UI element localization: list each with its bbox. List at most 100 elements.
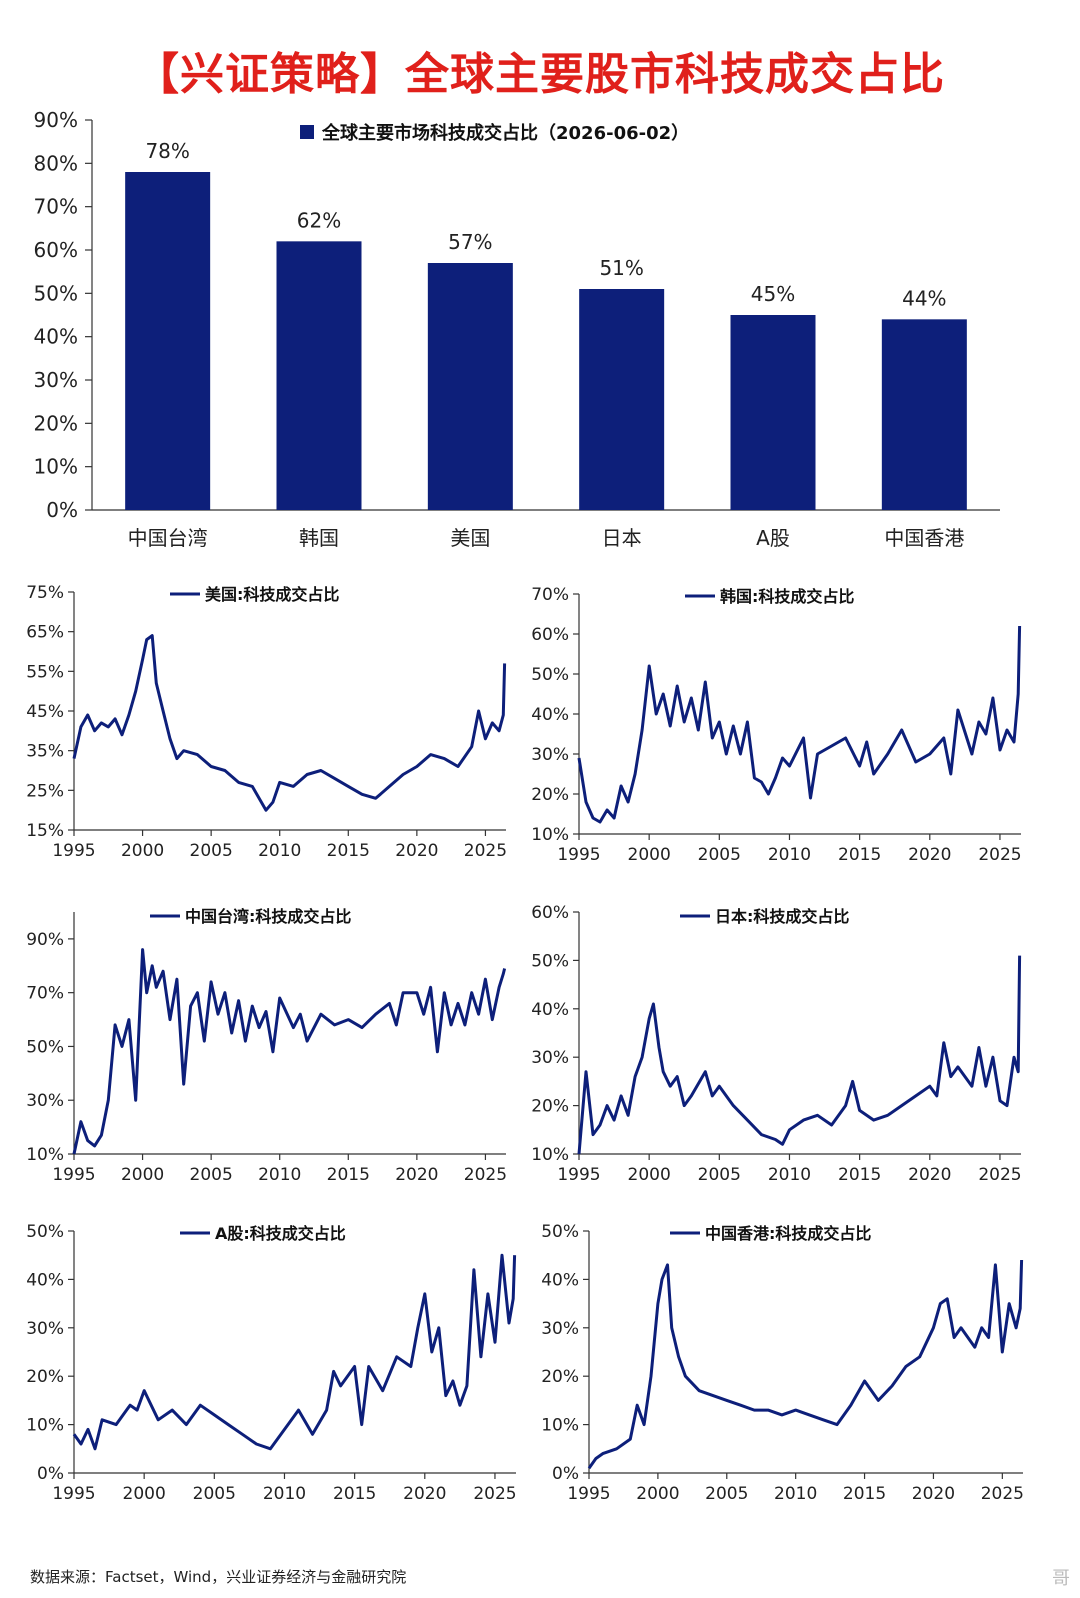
legend-label: 全球主要市场科技成交占比（2026-06-02） <box>321 122 689 144</box>
y-tick-label: 60% <box>34 238 78 262</box>
y-tick-label: 70% <box>26 984 64 1004</box>
y-tick-label: 90% <box>34 108 78 132</box>
y-tick-label: 30% <box>26 1091 64 1111</box>
x-tick-label: 2010 <box>263 1484 306 1504</box>
bar <box>881 319 967 510</box>
y-tick-label: 50% <box>531 951 569 971</box>
y-tick-label: 40% <box>531 1000 569 1020</box>
x-tick-label: 中国香港 <box>884 526 964 550</box>
page-title: 【兴证策略】全球主要股市科技成交占比 <box>135 49 945 100</box>
x-tick-label: 2025 <box>978 1165 1021 1185</box>
y-tick-label: 30% <box>531 745 569 765</box>
x-tick-label: 2020 <box>395 1165 438 1185</box>
x-tick-label: 2015 <box>843 1484 886 1504</box>
x-tick-label: 日本 <box>602 526 642 550</box>
watermark: 哥 <box>1052 1568 1070 1589</box>
y-tick-label: 30% <box>531 1048 569 1068</box>
y-tick-label: 35% <box>26 742 64 762</box>
y-tick-label: 80% <box>34 151 78 175</box>
bar <box>579 289 665 510</box>
y-tick-label: 10% <box>26 1416 64 1436</box>
legend-label: 中国香港:科技成交占比 <box>705 1224 871 1243</box>
y-tick-label: 55% <box>26 662 64 682</box>
line-chart-taiwan: 10% 30% 50% 70% 90% 1995 2000 2005 2010 2015 2020 2… <box>26 907 507 1185</box>
data-source-note: 数据来源：Factset，Wind，兴业证券经济与金融研究院 <box>30 1568 407 1586</box>
line-chart-hong-kong: 0% 10% 20% 30% 40% 50% 1995 2000 2005 2010 2015 202… <box>541 1222 1024 1504</box>
y-tick-label: 70% <box>34 195 78 219</box>
bar <box>276 241 362 511</box>
line-chart-a-shares: 0% 10% 20% 30% 40% 50% 1995 2000 2005 2010 2015 202… <box>26 1222 517 1504</box>
x-tick-label: 2005 <box>190 1165 233 1185</box>
y-tick-label: 50% <box>541 1222 579 1242</box>
x-tick-label: 1995 <box>557 1165 600 1185</box>
y-tick-label: 65% <box>26 623 64 643</box>
y-tick-label: 45% <box>26 702 64 722</box>
y-tick-label: 75% <box>26 583 64 603</box>
y-tick-label: 60% <box>531 903 569 923</box>
y-tick-label: 30% <box>26 1319 64 1339</box>
x-tick-label: 2005 <box>193 1484 236 1504</box>
y-tick-label: 30% <box>34 368 78 392</box>
x-tick-label: 2020 <box>395 841 438 861</box>
y-tick-label: 20% <box>26 1367 64 1387</box>
y-tick-label: 50% <box>34 281 78 305</box>
x-tick-label: 1995 <box>52 1484 95 1504</box>
y-tick-label: 40% <box>541 1270 579 1290</box>
y-tick-label: 0% <box>46 498 78 522</box>
legend-label: 中国台湾:科技成交占比 <box>185 907 351 926</box>
y-tick-label: 30% <box>541 1319 579 1339</box>
bar <box>427 263 513 510</box>
x-tick-label: 2015 <box>327 841 370 861</box>
x-tick-label: 2025 <box>473 1484 516 1504</box>
bar-value-label: 78% <box>145 139 189 163</box>
series-line <box>577 955 1022 1155</box>
x-tick-label: 2010 <box>768 1165 811 1185</box>
x-tick-label: 2005 <box>698 1165 741 1185</box>
y-tick-label: 25% <box>26 781 64 801</box>
bar-chart: 0% 10% 20% 30% 40% 50% 60% 70% 80% 90% 78% 中国台湾 62% 韩… <box>34 108 1000 550</box>
legend-swatch <box>300 125 314 139</box>
y-tick-label: 60% <box>531 625 569 645</box>
y-tick-label: 20% <box>531 1097 569 1117</box>
y-tick-label: 70% <box>531 585 569 605</box>
bar-value-label: 62% <box>297 208 341 232</box>
y-tick-label: 0% <box>37 1464 64 1484</box>
series-line <box>72 1253 517 1451</box>
x-tick-label: 2025 <box>464 841 507 861</box>
bar-value-label: 45% <box>751 282 795 306</box>
x-tick-label: 2005 <box>698 845 741 865</box>
x-tick-label: 美国 <box>450 526 490 550</box>
series-line <box>72 948 507 1155</box>
x-tick-label: 2025 <box>978 845 1021 865</box>
x-tick-label: 2010 <box>768 845 811 865</box>
x-tick-label: 2010 <box>258 841 301 861</box>
y-tick-label: 40% <box>531 705 569 725</box>
y-tick-label: 20% <box>34 411 78 435</box>
bar-value-label: 51% <box>599 256 643 280</box>
x-tick-label: A股 <box>756 526 790 550</box>
x-tick-label: 1995 <box>567 1484 610 1504</box>
bar <box>730 315 816 510</box>
x-tick-label: 1995 <box>52 1165 95 1185</box>
x-tick-label: 2005 <box>705 1484 748 1504</box>
x-tick-label: 2000 <box>636 1484 679 1504</box>
y-tick-label: 40% <box>26 1270 64 1290</box>
x-tick-label: 2005 <box>190 841 233 861</box>
line-chart-japan: 10% 20% 30% 40% 50% 60% 1995 2000 2005 2010 2015 20… <box>531 903 1022 1185</box>
x-tick-label: 2020 <box>403 1484 446 1504</box>
x-tick-label: 中国台湾 <box>128 526 208 550</box>
y-tick-label: 10% <box>34 455 78 479</box>
x-tick-label: 2000 <box>628 845 671 865</box>
x-tick-label: 2000 <box>121 841 164 861</box>
y-tick-label: 50% <box>531 665 569 685</box>
y-tick-label: 15% <box>26 821 64 841</box>
bar-value-label: 44% <box>902 286 946 310</box>
line-chart-us: 15% 25% 35% 45% 55% 65% 75% 1995 2000 2005 2010 201… <box>26 583 507 861</box>
x-tick-label: 2020 <box>912 1484 955 1504</box>
series-line <box>72 634 507 812</box>
x-tick-label: 2015 <box>333 1484 376 1504</box>
y-tick-label: 10% <box>541 1416 579 1436</box>
legend-label: 日本:科技成交占比 <box>715 907 849 926</box>
y-tick-label: 50% <box>26 1037 64 1057</box>
y-tick-label: 10% <box>531 1145 569 1165</box>
